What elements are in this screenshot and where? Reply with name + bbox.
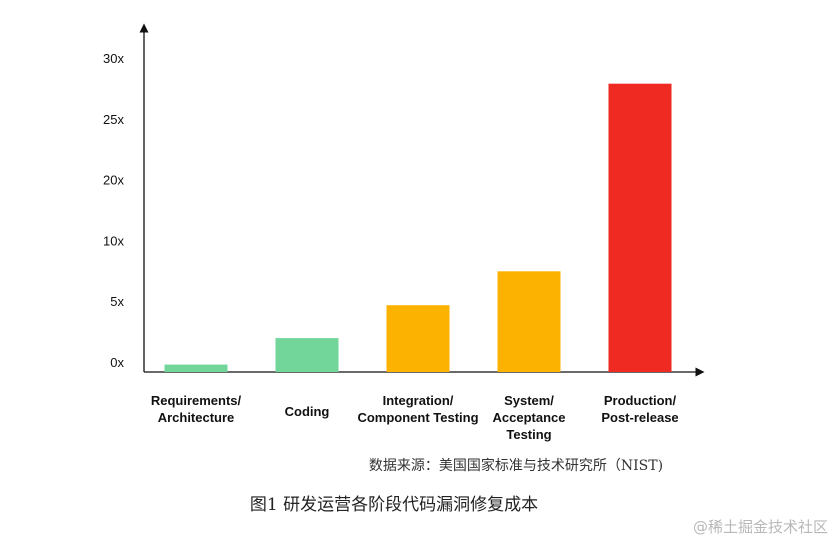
y-tick-label: 10x xyxy=(103,233,124,248)
bar xyxy=(608,83,672,373)
bar xyxy=(497,271,561,372)
bars xyxy=(164,83,672,373)
x-tick-label: Coding xyxy=(285,404,330,419)
figure-caption: 图1 研发运营各阶段代码漏洞修复成本 xyxy=(250,495,538,515)
x-tick-label: Integration/Component Testing xyxy=(357,393,478,425)
x-tick-labels: Requirements/Architecture Coding Integrati… xyxy=(151,393,679,442)
bar xyxy=(164,364,228,372)
bar xyxy=(386,305,450,372)
source-note: 数据来源：美国国家标准与技术研究所（NIST) xyxy=(369,457,663,474)
bar xyxy=(275,338,339,372)
watermark: @稀土掘金技术社区 xyxy=(693,518,828,536)
y-tick-label: 20x xyxy=(103,173,124,188)
y-tick-label: 25x xyxy=(103,112,124,127)
y-tick-labels: 0x 5x 10x 20x 25x 30x xyxy=(103,51,124,370)
y-tick-label: 0x xyxy=(110,355,124,370)
y-tick-label: 30x xyxy=(103,51,124,66)
x-tick-label: System/Acceptance Testing xyxy=(493,393,566,442)
x-tick-label: Production/Post-release xyxy=(601,393,678,425)
x-tick-label: Requirements/Architecture xyxy=(151,393,242,425)
y-tick-label: 5x xyxy=(110,294,124,309)
